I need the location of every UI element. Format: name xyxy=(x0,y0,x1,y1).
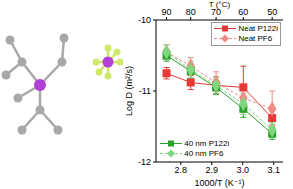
svg-text:-12: -12 xyxy=(138,157,151,167)
html-text:Neat P122i: Neat P122i xyxy=(238,24,278,33)
svg-text:2.9: 2.9 xyxy=(205,165,218,175)
svg-text:70: 70 xyxy=(211,7,221,17)
svg-text:2.8: 2.8 xyxy=(175,165,188,175)
html-text:40 nm PF6: 40 nm PF6 xyxy=(184,149,224,158)
html-text:40 nm P122i: 40 nm P122i xyxy=(184,139,230,148)
html-text:Neat PF6: Neat PF6 xyxy=(238,34,273,43)
svg-text:80: 80 xyxy=(186,7,196,17)
svg-text:Log D (m²/s): Log D (m²/s) xyxy=(124,66,134,116)
svg-text:-11: -11 xyxy=(139,86,151,96)
svg-text:50: 50 xyxy=(267,7,277,17)
svg-text:3.1: 3.1 xyxy=(267,165,280,175)
svg-text:-10: -10 xyxy=(138,15,151,25)
svg-text:3.0: 3.0 xyxy=(236,165,249,175)
svg-text:1000/T (K⁻¹): 1000/T (K⁻¹) xyxy=(194,178,244,188)
svg-text:T (°C): T (°C) xyxy=(209,0,231,9)
svg-text:60: 60 xyxy=(238,7,248,17)
svg-text:90: 90 xyxy=(162,7,172,17)
